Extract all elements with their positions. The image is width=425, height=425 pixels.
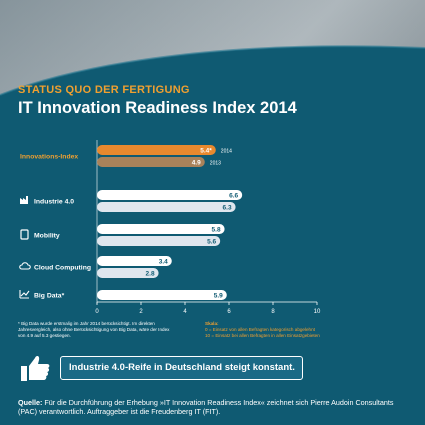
value-label: 2.8 [146,271,155,278]
value-label: 5.4* [200,148,212,155]
chart-subtitle: STATUS QUO DER FERTIGUNG [18,84,190,96]
scale-line-1: 0 = Einsatz von allen Befragten kategori… [205,327,315,332]
value-label: 5.9 [214,293,223,300]
data-bar [97,224,225,234]
value-label: 4.9 [192,160,201,167]
x-tick-label: 8 [271,309,275,315]
data-bar [97,268,159,278]
category-label: Mobility [34,233,60,240]
x-tick-label: 4 [183,309,187,315]
category-label: Industrie 4.0 [34,199,74,206]
category-label: Big Data* [34,293,65,300]
data-bar [97,290,227,300]
series-year-label: 2013 [210,161,221,167]
value-label: 5.8 [212,227,221,234]
value-label: 5.6 [207,239,216,246]
source-text: Für die Durchführung der Erhebung »IT In… [18,398,394,416]
x-tick-label: 6 [227,309,231,315]
scale-line-2: 10 = Einsatz bei allen Befragten in alle… [205,333,320,338]
x-tick-label: 2 [139,309,143,315]
tablet-icon [20,229,29,240]
data-bar [97,236,221,246]
title-block: STATUS QUO DER FERTIGUNG IT Innovation R… [18,84,297,118]
scale-legend: Skala: 0 = Einsatz von allen Befragten k… [205,321,325,339]
index-bar [97,145,216,155]
factory-icon [20,196,28,204]
source-label: Quelle: [18,398,43,407]
conclusion-banner: Industrie 4.0-Reife in Deutschland steig… [60,356,303,380]
chart-title: IT Innovation Readiness Index 2014 [18,99,297,117]
footnote: * Big Data wurde erstmalig im Jahr 2014 … [18,321,170,338]
series-year-label: 2014 [221,149,232,155]
cloud-icon [19,262,31,270]
data-bar [97,202,236,212]
category-label: Cloud Computing [34,265,91,272]
value-label: 6.3 [223,205,232,212]
bar-chart: 0 2 4 6 8 10 Innovations-Index 5.4* 2014 4.9 2013 I… [19,140,321,315]
x-tick-label: 10 [314,309,321,315]
data-bar [97,256,172,266]
x-tick-label: 0 [95,309,99,315]
chart-icon [19,290,30,299]
source-note: Quelle: Für die Durchführung der Erhebun… [18,398,413,416]
value-label: 6.6 [229,193,238,200]
value-label: 3.4 [159,259,168,266]
index-bar [97,157,205,167]
data-bar [97,190,243,200]
scale-heading: Skala: [205,321,219,326]
thumbs-up-icon [21,355,50,381]
category-label: Innovations-Index [20,154,78,161]
